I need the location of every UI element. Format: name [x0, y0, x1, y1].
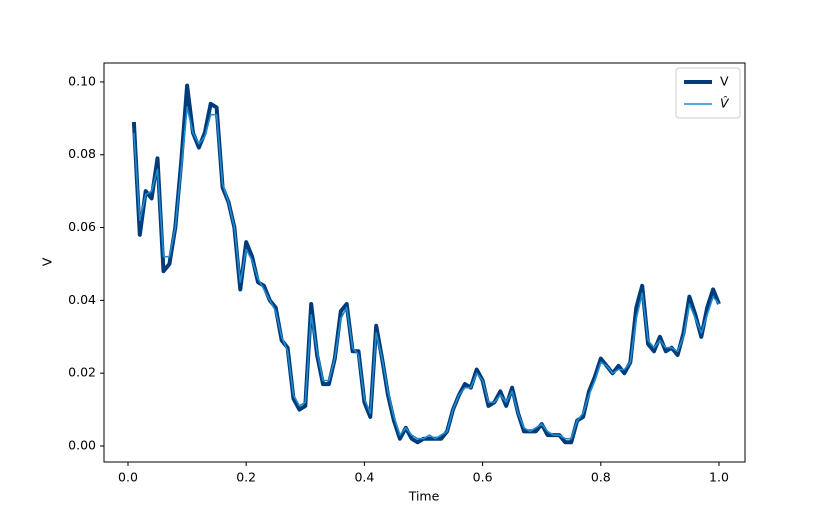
legend-label: V̂ [720, 96, 730, 111]
y-tick-label: 0.10 [68, 73, 96, 88]
y-tick-label: 0.06 [68, 219, 96, 234]
x-tick-label: 1.0 [709, 470, 729, 485]
y-axis-label: V [40, 257, 55, 266]
plot-frame [103, 62, 746, 463]
legend-box [675, 67, 741, 119]
x-tick-label: 0.0 [118, 470, 138, 485]
legend-label: V [720, 74, 729, 89]
x-tick-label: 0.2 [236, 470, 256, 485]
x-axis-label: Time [408, 489, 440, 504]
x-tick-label: 0.6 [473, 470, 493, 485]
x-tick-label: 0.8 [591, 470, 611, 485]
series-line [133, 106, 720, 440]
y-tick-label: 0.00 [68, 437, 96, 452]
x-tick-label: 0.4 [354, 470, 374, 485]
y-tick-label: 0.04 [68, 292, 96, 307]
series-line [131, 83, 721, 445]
y-tick-label: 0.08 [68, 146, 96, 161]
y-tick-label: 0.02 [68, 365, 96, 380]
